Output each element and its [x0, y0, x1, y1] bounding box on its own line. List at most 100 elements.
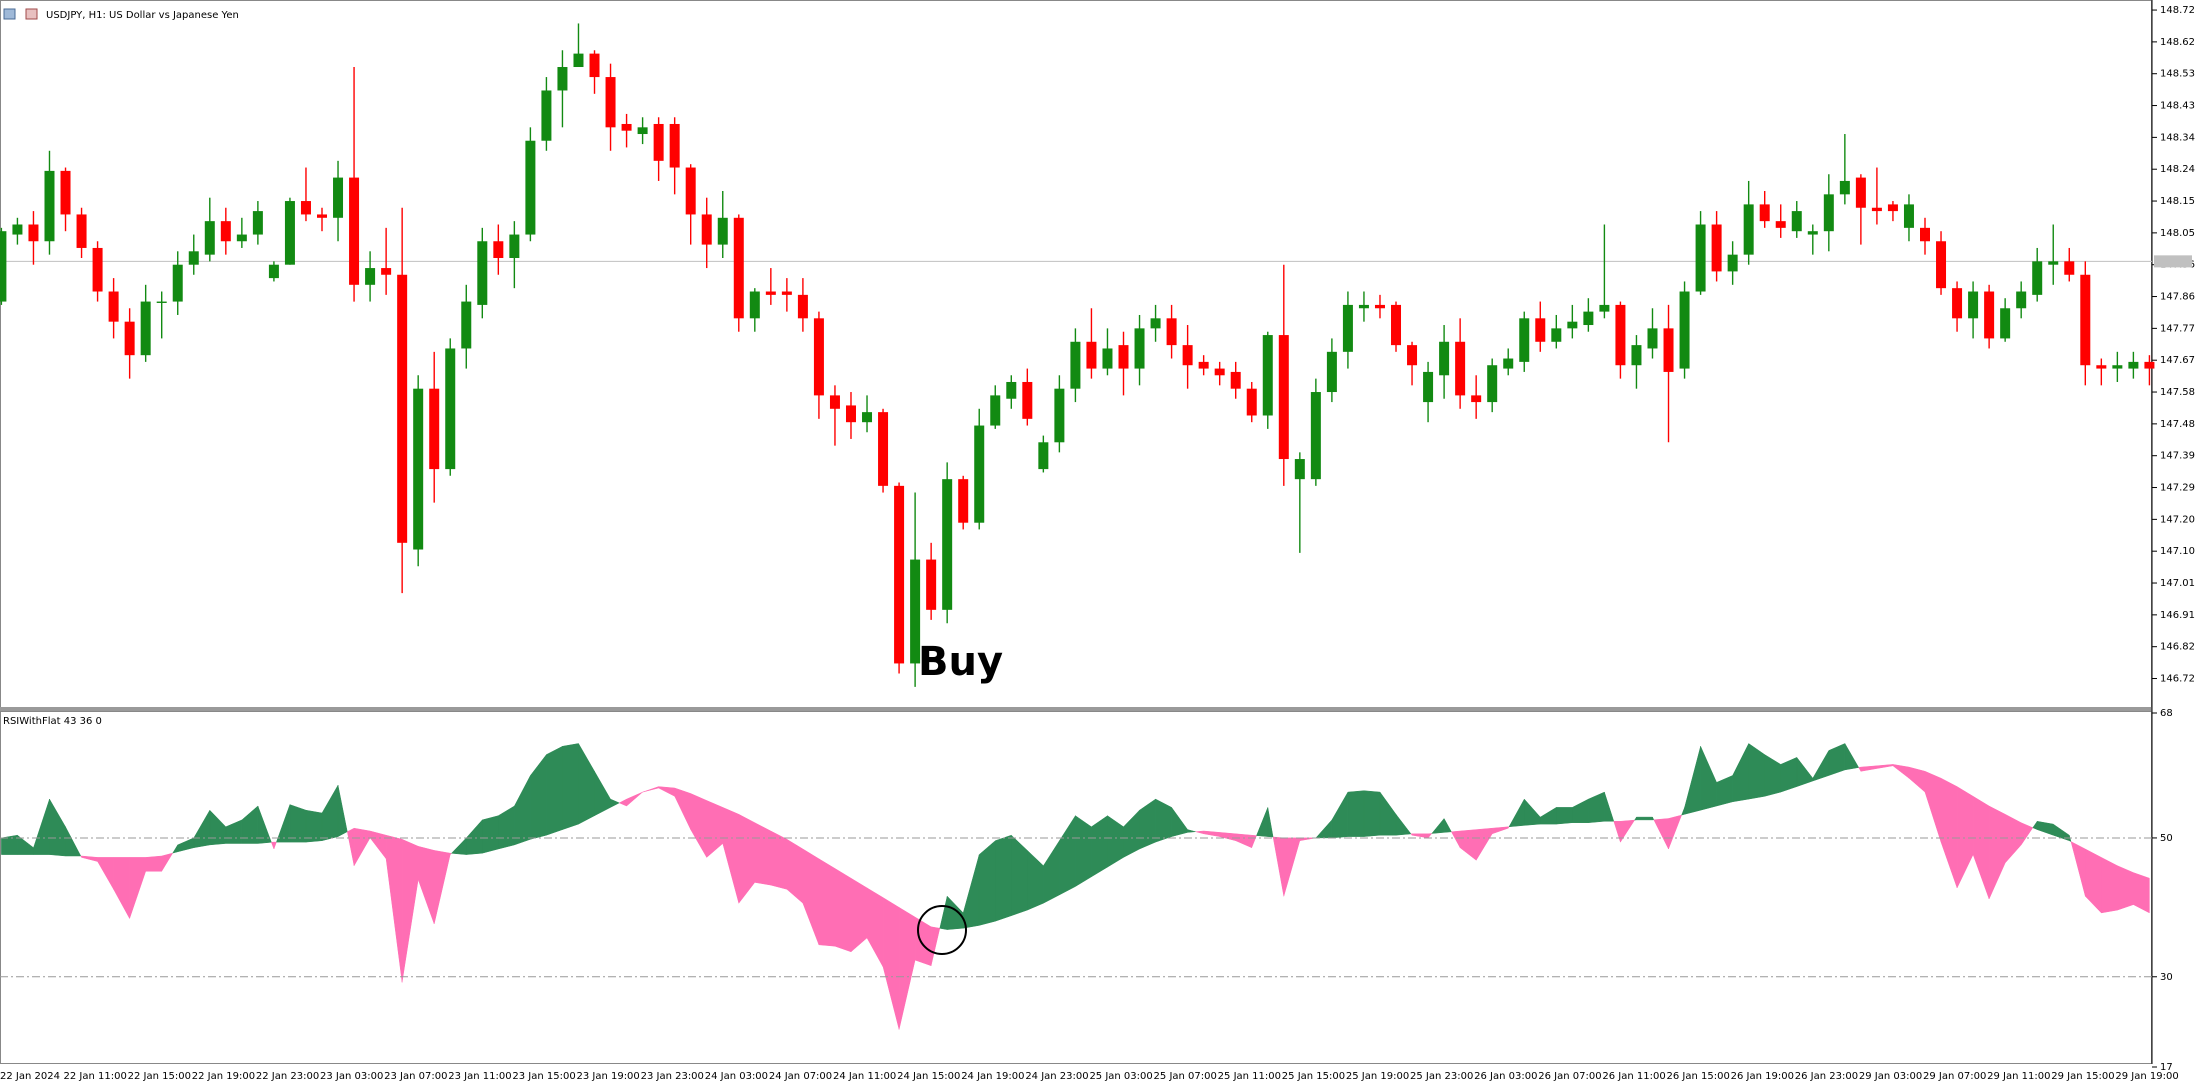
- candle-body: [2080, 274, 2091, 366]
- candle-body: [1551, 328, 1562, 342]
- candle-body: [1182, 345, 1193, 366]
- candle-body: [413, 388, 424, 550]
- candle-body: [1743, 204, 1754, 255]
- candle-body: [381, 268, 392, 275]
- band-fill: [930, 926, 941, 966]
- x-tick-label: 25 Jan 15:00: [1282, 1071, 1345, 1082]
- band-fill: [1427, 833, 1433, 839]
- x-tick-label: 29 Jan 11:00: [1987, 1071, 2050, 1082]
- band-fill: [1363, 790, 1381, 837]
- y-tick-label: 147.865: [2160, 292, 2195, 303]
- band-fill: [818, 858, 836, 947]
- x-tick-label: 29 Jan 03:00: [1859, 1071, 1922, 1082]
- candle-body: [637, 127, 648, 135]
- y-tick-label: 147.675: [2160, 355, 2195, 366]
- candle-body: [1663, 328, 1674, 372]
- candle-body: [317, 214, 327, 218]
- candle-body: [1374, 304, 1385, 309]
- candle-body: [284, 201, 295, 265]
- candle-body: [1711, 224, 1722, 272]
- candle-body: [1278, 335, 1289, 460]
- candle-body: [1118, 345, 1129, 369]
- candle-body: [653, 123, 664, 161]
- y-tick-label: 147.010: [2160, 578, 2195, 589]
- x-tick-label: 25 Jan 07:00: [1154, 1071, 1217, 1082]
- candle-body: [2032, 261, 2043, 295]
- x-tick-label: 23 Jan 11:00: [448, 1071, 511, 1082]
- candle-body: [1519, 318, 1530, 362]
- band-fill: [1604, 792, 1615, 822]
- candle-body: [300, 201, 311, 215]
- candle-body: [1615, 304, 1626, 366]
- indicator-title: RSIWithFlat 43 36 0: [3, 716, 102, 727]
- band-fill: [273, 841, 277, 850]
- candle-body: [2064, 261, 2075, 275]
- candle-body: [2128, 361, 2139, 369]
- band-fill: [546, 745, 563, 836]
- candle-body: [1134, 328, 1145, 369]
- band-fill: [1668, 814, 1683, 850]
- candle-body: [1839, 180, 1850, 195]
- y-tick-label: 148.245: [2160, 164, 2195, 175]
- candle-body: [1791, 211, 1802, 232]
- candle-body: [685, 167, 696, 215]
- y-tick-label: 146.820: [2160, 642, 2195, 653]
- candle-body: [1407, 345, 1418, 366]
- candle-body: [477, 241, 488, 305]
- x-tick-label: 25 Jan 19:00: [1346, 1071, 1409, 1082]
- candle-body: [669, 123, 680, 168]
- candle-body: [813, 318, 824, 396]
- candle-body: [1984, 291, 1995, 339]
- candle-body: [717, 217, 728, 245]
- candle-body: [1903, 204, 1914, 228]
- candle-body: [76, 214, 87, 248]
- y-tick-label: 147.105: [2160, 546, 2195, 557]
- candle-body: [1887, 204, 1898, 212]
- candle-body: [589, 53, 600, 78]
- candle-body: [1038, 442, 1049, 470]
- band-fill: [1347, 790, 1365, 837]
- candle-body: [1054, 388, 1065, 443]
- candle-body: [28, 224, 39, 242]
- x-tick-label: 26 Jan 15:00: [1667, 1071, 1730, 1082]
- candle-body: [1102, 348, 1113, 369]
- band-fill: [770, 830, 788, 890]
- candle-body: [926, 559, 937, 610]
- candle-body: [942, 479, 953, 610]
- y-tick-label: 147.770: [2160, 323, 2195, 334]
- candle-body: [765, 291, 776, 295]
- x-tick-label: 23 Jan 15:00: [512, 1071, 575, 1082]
- band-fill: [754, 822, 772, 886]
- candle-body: [845, 405, 856, 423]
- candle-body: [1439, 341, 1450, 376]
- candle-body: [974, 425, 985, 523]
- candle-body: [781, 291, 792, 295]
- band-fill: [2133, 872, 2150, 914]
- x-tick-label: 22 Jan 19:00: [192, 1071, 255, 1082]
- y-tick-label: 148.720: [2160, 5, 2195, 16]
- band-fill: [1443, 818, 1452, 833]
- candle-body: [733, 217, 744, 319]
- candle-body: [1920, 227, 1930, 242]
- candle-body: [156, 301, 167, 303]
- candle-body: [12, 224, 23, 235]
- candle-body: [1326, 351, 1337, 393]
- y-tick-label: 148.150: [2160, 196, 2195, 207]
- candle-body: [894, 485, 905, 664]
- band-fill: [1652, 816, 1655, 821]
- panel-separator: [0, 707, 2152, 711]
- candle-body: [1455, 341, 1466, 396]
- candle-body: [493, 241, 504, 259]
- x-tick-label: 29 Jan 07:00: [1923, 1071, 1986, 1082]
- x-tick-label: 22 Jan 11:00: [64, 1071, 127, 1082]
- candle-body: [252, 211, 263, 235]
- candle-body: [701, 214, 712, 245]
- candle-body: [1679, 291, 1690, 369]
- candle-body: [1086, 341, 1097, 369]
- band-fill: [257, 805, 272, 844]
- x-tick-label: 24 Jan 11:00: [833, 1071, 896, 1082]
- x-tick-label: 23 Jan 19:00: [576, 1071, 639, 1082]
- band-fill: [1620, 819, 1636, 843]
